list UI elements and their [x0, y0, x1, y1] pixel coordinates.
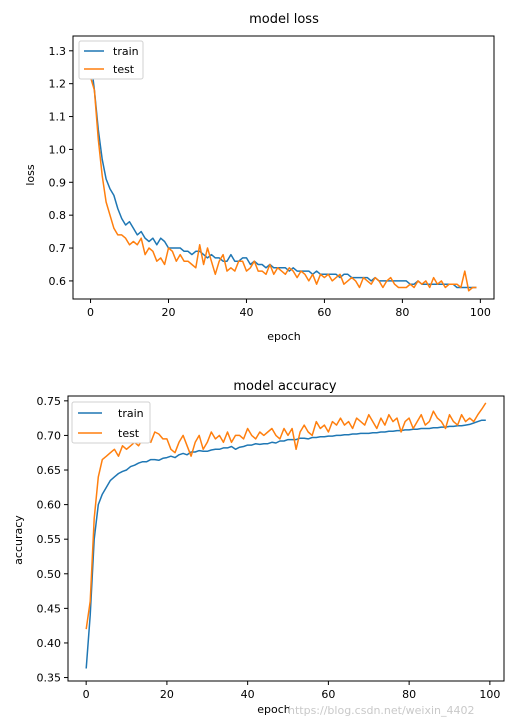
accuracy-legend-test-label: test: [118, 427, 140, 440]
loss-x-tick-label: 40: [239, 306, 253, 319]
accuracy-x-tick-label: 20: [160, 688, 174, 701]
accuracy-chart-title: model accuracy: [233, 379, 337, 394]
accuracy-y-tick-label: 0.75: [37, 395, 62, 408]
loss-y-axis-label: loss: [24, 164, 37, 186]
loss-x-tick-label: 0: [87, 306, 94, 319]
accuracy-y-tick-label: 0.55: [37, 533, 62, 546]
loss-series: [89, 57, 477, 292]
accuracy-x-tick-label: 40: [241, 688, 255, 701]
accuracy-x-ticks: 0 20 40 60 80 100: [83, 681, 500, 701]
loss-y-tick-label: 0.7: [49, 242, 67, 255]
loss-plot-frame: [72, 35, 495, 300]
loss-y-ticks: 0.6 0.7 0.8 0.9 1.0 1.1 1.2 1.3: [49, 45, 73, 288]
accuracy-x-tick-label: 100: [479, 688, 500, 701]
accuracy-x-tick-label: 80: [402, 688, 416, 701]
accuracy-legend: train test: [71, 401, 151, 444]
loss-x-axis-label: epoch: [267, 330, 301, 343]
accuracy-y-tick-label: 0.45: [37, 602, 62, 615]
loss-legend: train test: [78, 40, 144, 80]
accuracy-y-ticks: 0.35 0.40 0.45 0.50 0.55 0.60 0.65 0.70 0.75: [37, 395, 68, 685]
loss-test-line: [89, 76, 477, 292]
loss-y-tick-label: 0.6: [49, 275, 67, 288]
accuracy-series: [85, 402, 487, 669]
accuracy-chart: model accuracy accuracy epoch 0.350.400.…: [12, 379, 505, 716]
loss-train-line: [89, 57, 477, 289]
loss-legend-train-label: train: [113, 45, 139, 58]
accuracy-y-tick-label: 0.65: [37, 464, 62, 477]
loss-y-tick-label: 1.2: [49, 78, 67, 91]
loss-y-tick-label: 1.1: [49, 111, 67, 124]
accuracy-x-tick-label: 0: [83, 688, 90, 701]
loss-legend-test-label: test: [113, 63, 135, 76]
accuracy-y-tick-label: 0.50: [37, 568, 62, 581]
accuracy-y-tick-label: 0.35: [37, 672, 62, 685]
accuracy-x-axis-label: epoch: [257, 703, 291, 716]
accuracy-plot-frame: [67, 395, 505, 682]
accuracy-y-tick-label: 0.40: [37, 637, 62, 650]
loss-y-tick-label: 1.0: [49, 143, 67, 156]
accuracy-legend-train-label: train: [118, 407, 144, 420]
loss-x-tick-label: 20: [162, 306, 176, 319]
watermark-text: https://blog.csdn.net/weixin_4402: [288, 704, 475, 717]
accuracy-y-tick-label: 0.70: [37, 429, 62, 442]
loss-y-tick-label: 0.8: [49, 209, 67, 222]
loss-x-ticks: 0 20 40 60 80 100: [87, 299, 491, 319]
loss-x-tick-label: 60: [317, 306, 331, 319]
accuracy-x-tick-label: 60: [321, 688, 335, 701]
accuracy-y-tick-label: 0.60: [37, 499, 62, 512]
loss-chart-title: model loss: [249, 12, 319, 27]
loss-chart: model loss loss epoch 0.6 0.7 0.8 0.9 1.0 1.1…: [24, 12, 495, 343]
loss-x-tick-label: 80: [395, 306, 409, 319]
accuracy-train-line: [85, 419, 486, 669]
loss-x-tick-label: 100: [470, 306, 491, 319]
accuracy-test-line: [85, 402, 487, 630]
loss-y-tick-label: 1.3: [49, 45, 67, 58]
accuracy-y-axis-label: accuracy: [12, 515, 25, 565]
loss-y-tick-label: 0.9: [49, 176, 67, 189]
